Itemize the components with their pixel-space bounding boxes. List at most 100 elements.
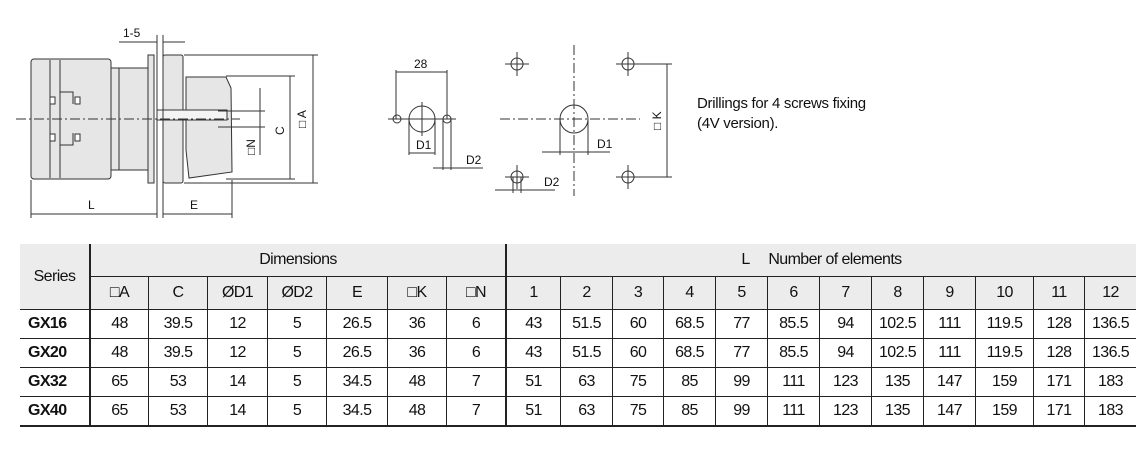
length-cell: 102.5 (871, 338, 924, 368)
dim-D2-label-2: D2 (544, 175, 560, 189)
element-column-header: 9 (923, 276, 976, 310)
length-cell: 43 (505, 338, 561, 368)
length-cell: 147 (923, 396, 976, 427)
length-cell: 111 (767, 396, 820, 427)
series-cell: GX32 (20, 367, 91, 397)
dimension-cell: 14 (207, 396, 268, 427)
table-row: GX16 48 39.5 12 5 26.5 36 6 43 51.5 60 68.5 77 85.5 94… (20, 309, 1136, 339)
length-cell: 159 (975, 396, 1034, 427)
dimension-cell: 48 (89, 309, 149, 339)
length-cell: 85 (663, 396, 716, 427)
length-cell: 63 (560, 396, 613, 427)
dim-K-label: □ K (650, 111, 664, 130)
length-cell: 94 (819, 338, 872, 368)
length-cell: 183 (1084, 367, 1136, 397)
element-column-header: 11 (1033, 276, 1085, 310)
dimension-cell: 5 (267, 309, 327, 339)
dimension-cell: 36 (387, 338, 447, 368)
dimension-cell: 48 (89, 338, 149, 368)
elements-header: L Number of elements (505, 244, 1136, 277)
length-cell: 128 (1033, 309, 1085, 339)
length-cell: 171 (1033, 396, 1085, 427)
dimension-cell: 53 (148, 396, 208, 427)
length-cell: 135 (871, 367, 924, 397)
dimension-cell: 65 (89, 367, 149, 397)
column-headers: □A C ØD1 ØD2 E □K □N 1 2 3 4 5 6 7 8 9 10 11 12 (20, 276, 1136, 310)
dimension-cell: 39.5 (148, 309, 208, 339)
element-column-header: 4 (663, 276, 716, 310)
length-cell: 94 (819, 309, 872, 339)
length-cell: 43 (505, 309, 561, 339)
table-row: GX40 65 53 14 5 34.5 48 7 51 63 75 85 99 111 123 135 147… (20, 396, 1136, 427)
dimensions-table: Series Dimensions L Number of elements □… (20, 244, 1136, 427)
length-cell: 60 (612, 338, 664, 368)
dim-gap-label: 1-5 (123, 26, 141, 40)
element-column-header: 1 (505, 276, 561, 310)
dimension-cell: 5 (267, 338, 327, 368)
length-cell: 183 (1084, 396, 1136, 427)
length-cell: 135 (871, 396, 924, 427)
length-cell: 111 (767, 367, 820, 397)
dimension-cell: 48 (387, 367, 447, 397)
dimension-cell: 12 (207, 338, 268, 368)
length-cell: 136.5 (1084, 309, 1136, 339)
dim-N-label: □N (244, 139, 258, 155)
series-cell: GX16 (20, 309, 91, 339)
length-cell: 147 (923, 367, 976, 397)
dim-D2-label: D2 (466, 153, 482, 167)
dimension-cell: 48 (387, 396, 447, 427)
dimension-cell: 7 (446, 396, 507, 427)
note-line-2: (4V version). (697, 115, 779, 132)
element-column-header: 12 (1084, 276, 1136, 310)
dimension-cell: 5 (267, 396, 327, 427)
length-cell: 111 (923, 338, 976, 368)
series-cell: GX20 (20, 338, 91, 368)
length-cell: 68.5 (663, 338, 716, 368)
length-cell: 119.5 (975, 338, 1034, 368)
dimension-cell: 5 (267, 367, 327, 397)
length-cell: 99 (715, 367, 768, 397)
dimension-column-header: □A (89, 276, 149, 310)
dim-E-label: E (190, 198, 198, 212)
length-cell: 85.5 (767, 338, 820, 368)
length-cell: 51 (505, 396, 561, 427)
length-cell: 77 (715, 309, 768, 339)
dim-C-label: C (273, 126, 287, 135)
dim-L-label: L (88, 198, 95, 212)
length-cell: 119.5 (975, 309, 1034, 339)
element-column-header: 6 (767, 276, 820, 310)
dimension-cell: 6 (446, 338, 507, 368)
series-cell: GX40 (20, 396, 91, 427)
dimension-column-header: □N (446, 276, 507, 310)
length-cell: 77 (715, 338, 768, 368)
dimension-cell: 14 (207, 367, 268, 397)
dimension-cell: 65 (89, 396, 149, 427)
length-cell: 136.5 (1084, 338, 1136, 368)
dimension-cell: 7 (446, 367, 507, 397)
table-row: GX32 65 53 14 5 34.5 48 7 51 63 75 85 99 111 123 135 147… (20, 367, 1136, 397)
table-row: GX20 48 39.5 12 5 26.5 36 6 43 51.5 60 68.5 77 85.5 94… (20, 338, 1136, 368)
dimension-cell: 34.5 (326, 367, 388, 397)
length-cell: 111 (923, 309, 976, 339)
dim-28-label: 28 (414, 57, 428, 71)
length-cell: 75 (612, 367, 664, 397)
element-column-header: 10 (975, 276, 1034, 310)
dimension-column-header: C (148, 276, 208, 310)
element-column-header: 2 (560, 276, 613, 310)
length-cell: 85.5 (767, 309, 820, 339)
dimension-cell: 26.5 (326, 309, 388, 339)
dimension-cell: 39.5 (148, 338, 208, 368)
dimensions-header: Dimensions (89, 244, 507, 277)
drilling-note: Drillings for 4 screws fixing (4V versio… (697, 94, 866, 134)
dimension-cell: 36 (387, 309, 447, 339)
dimension-cell: 53 (148, 367, 208, 397)
length-cell: 68.5 (663, 309, 716, 339)
length-cell: 99 (715, 396, 768, 427)
element-column-header: 7 (819, 276, 872, 310)
length-cell: 51.5 (560, 309, 613, 339)
length-cell: 51 (505, 367, 561, 397)
dimension-cell: 26.5 (326, 338, 388, 368)
dimension-drawing: 1-5 L E C □ A □N 28 D1 D2 D1 D2 □ K (16, 26, 672, 218)
length-cell: 102.5 (871, 309, 924, 339)
dim-D1-label: D1 (416, 138, 432, 152)
